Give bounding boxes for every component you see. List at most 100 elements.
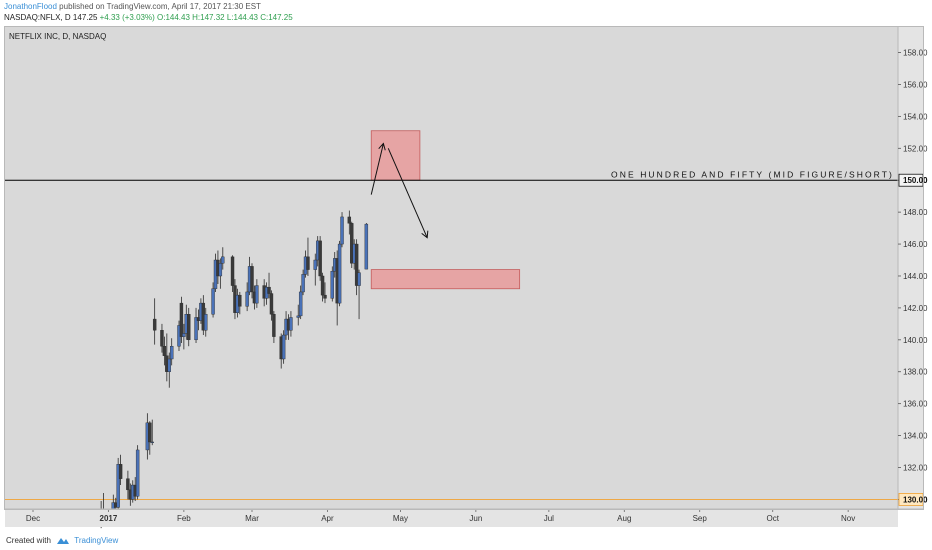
candle[interactable] [306,237,310,276]
candle[interactable] [245,282,249,312]
candle-body [182,333,186,337]
arrow-head [421,230,429,239]
y-tick-label: 138.00 [903,368,928,377]
publish-text: published on TradingView.com, April 17, … [59,2,261,11]
candle[interactable] [221,247,225,270]
candle[interactable] [340,212,344,248]
candle-body [152,318,157,331]
x-tick-label: Jun [469,514,482,523]
candle-body [187,314,191,341]
y-tick-label: 148.00 [903,208,928,217]
candle[interactable] [160,323,164,353]
candle[interactable] [298,285,303,320]
candle[interactable] [323,282,327,304]
x-tick-label: Aug [617,514,631,523]
candle[interactable] [194,307,198,344]
axes-layer: 130.00 132.00 134.00 136.00 138.00 140.00 142.… [5,27,928,527]
candle[interactable] [267,272,271,299]
created-with-text: Created with [6,536,51,545]
candle[interactable] [218,258,223,289]
price-zone[interactable] [370,269,521,290]
candle[interactable] [337,240,342,307]
candle[interactable] [135,445,140,500]
candle-body [218,263,223,277]
candle[interactable] [250,263,254,299]
candle[interactable] [313,253,317,286]
candle[interactable] [269,290,274,321]
candle[interactable] [204,307,208,337]
candle[interactable] [272,311,276,344]
candle[interactable] [301,269,305,296]
chart-header: JonathonFlood published on TradingView.c… [4,2,924,24]
x-tick-label: Dec [26,514,40,523]
y-tick-label: 146.00 [903,240,928,249]
x-tick-label: Oct [766,514,779,523]
candle[interactable] [330,266,334,302]
candle-body [150,441,154,443]
last-price: 147.25 [72,13,98,22]
candle-body [296,315,300,318]
x-tick-label: Nov [841,514,855,523]
candle-body [289,317,293,331]
arrows-layer [370,142,429,239]
author-link[interactable]: JonathonFlood [4,2,57,11]
candle[interactable] [238,291,242,315]
candle[interactable] [230,255,235,292]
candle-body [347,216,352,224]
candle[interactable] [179,296,184,344]
x-tick-label: Apr [321,514,334,523]
candle[interactable] [169,338,174,366]
resistance-label: ONE HUNDRED AND FIFTY (MID FIGURE/SHORT) [611,170,894,180]
arrow[interactable] [387,148,429,239]
symbol-label: NASDAQ:NFLX, D [4,13,71,22]
y-tick-label: 156.00 [903,80,928,89]
candle-body [250,266,254,293]
candle[interactable] [354,239,359,296]
candle-body [354,243,359,286]
candle[interactable] [357,269,361,320]
x-tick-label: May [393,514,408,523]
candle-body [194,317,198,341]
plot-area[interactable] [5,27,898,509]
candle[interactable] [255,279,259,308]
candle[interactable] [167,352,171,388]
candle-body [267,286,271,294]
candle-body [272,314,276,337]
candle[interactable] [211,282,215,318]
candle[interactable] [289,311,293,337]
candle[interactable] [281,330,286,364]
candle-body [148,422,152,443]
y-tick-label: 140.00 [903,336,928,345]
candle[interactable] [152,298,157,345]
time-axis[interactable] [5,509,898,527]
candlestick-chart[interactable]: 130.00 132.00 134.00 136.00 138.00 140.00 142.… [0,0,932,532]
candle[interactable] [162,336,167,366]
candle-body [337,243,342,304]
candle[interactable] [350,221,354,268]
candle[interactable] [320,272,325,302]
candle-body [230,256,235,286]
candle[interactable] [318,236,322,281]
candle[interactable] [118,454,123,486]
candle-body [135,449,140,497]
candle[interactable] [347,210,352,235]
tradingview-brand[interactable]: TradingView [74,536,119,545]
candle[interactable] [116,457,120,511]
candle[interactable] [187,307,191,347]
price-tag-label: 150.00 [903,176,928,185]
price-axis[interactable] [898,27,923,509]
candle[interactable] [148,421,152,455]
candle[interactable] [296,304,300,326]
arrow-head [378,142,386,151]
arrow[interactable] [370,142,386,195]
candle[interactable] [150,419,154,446]
candle[interactable] [364,222,369,270]
tradingview-logo-icon [57,537,70,544]
candle-body [306,256,310,270]
candle-body [301,274,305,293]
y-tick-label: 144.00 [903,272,928,281]
candle[interactable] [126,470,130,500]
candle[interactable] [182,323,186,350]
candle-body [350,223,354,264]
y-tick-label: 142.00 [903,304,928,313]
